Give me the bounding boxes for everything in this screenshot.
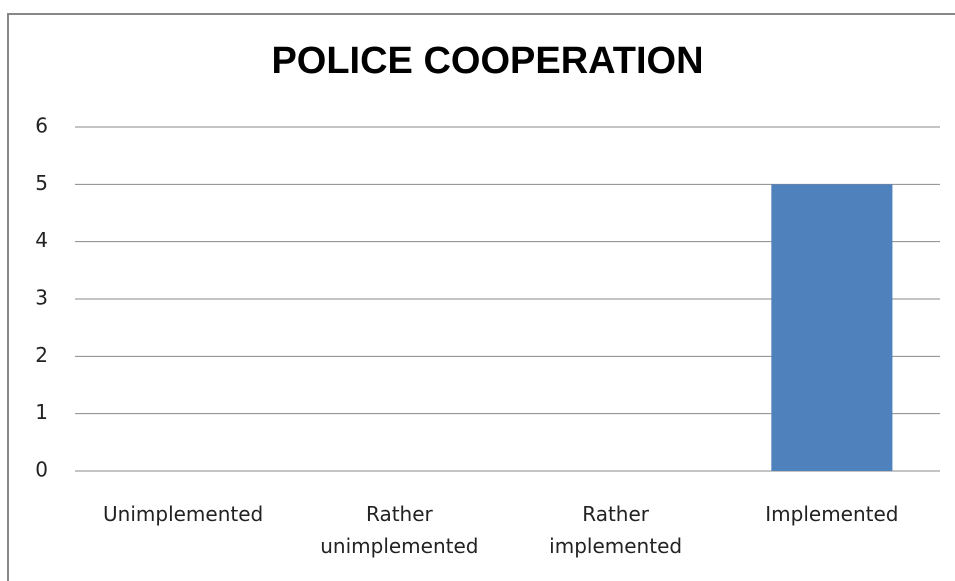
x-tick-label: Unimplemented — [103, 502, 264, 526]
y-tick-label: 2 — [35, 343, 48, 367]
x-tick-label: Rather implemented — [549, 502, 683, 558]
y-tick-label: 5 — [35, 171, 48, 195]
bar — [771, 184, 893, 472]
y-tick-label: 4 — [35, 228, 48, 252]
x-tick-label: Rather unimplemented — [320, 502, 479, 558]
x-tick-label: Implemented — [765, 502, 899, 526]
chart-frame — [7, 13, 955, 581]
y-tick-label: 6 — [35, 114, 48, 138]
y-tick-label: 3 — [35, 286, 48, 310]
chart-title: POLICE COOPERATION — [271, 40, 704, 82]
y-tick-label: 1 — [35, 400, 48, 424]
y-tick-label: 0 — [35, 458, 48, 482]
